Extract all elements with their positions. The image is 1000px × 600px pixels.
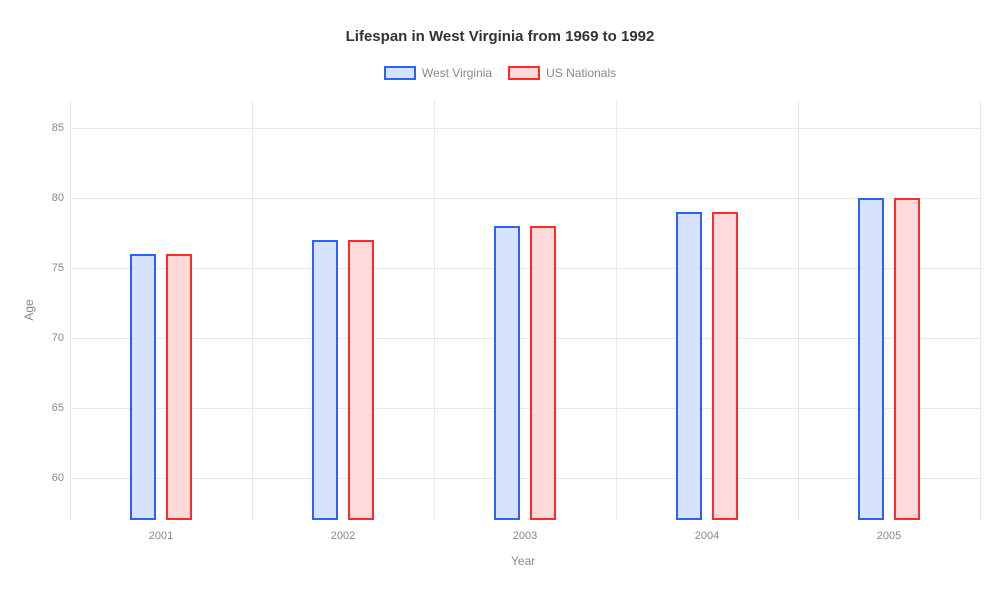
legend-swatch-west-virginia	[384, 66, 416, 80]
chart-title: Lifespan in West Virginia from 1969 to 1…	[0, 28, 1000, 45]
plot-area	[70, 100, 980, 520]
gridline	[616, 100, 617, 520]
y-tick-label: 60	[40, 472, 64, 484]
x-tick-label: 2003	[513, 530, 537, 542]
bar	[312, 240, 338, 520]
bar	[894, 198, 920, 520]
bar	[348, 240, 374, 520]
x-tick-label: 2002	[331, 530, 355, 542]
y-tick-label: 70	[40, 332, 64, 344]
legend-label-us-nationals: US Nationals	[546, 66, 616, 80]
gridline	[434, 100, 435, 520]
x-axis-label: Year	[511, 554, 535, 568]
gridline	[70, 100, 71, 520]
legend-item-us-nationals: US Nationals	[508, 66, 616, 80]
x-tick-label: 2004	[695, 530, 719, 542]
legend-swatch-us-nationals	[508, 66, 540, 80]
gridline	[70, 478, 980, 479]
gridline	[980, 100, 981, 520]
bar	[130, 254, 156, 520]
gridline	[70, 128, 980, 129]
gridline	[70, 338, 980, 339]
bar	[858, 198, 884, 520]
y-axis-label: Age	[22, 299, 36, 320]
y-tick-label: 75	[40, 262, 64, 274]
y-tick-label: 65	[40, 402, 64, 414]
bar	[676, 212, 702, 520]
gridline	[70, 268, 980, 269]
legend-label-west-virginia: West Virginia	[422, 66, 492, 80]
gridline	[70, 408, 980, 409]
bar	[712, 212, 738, 520]
bar	[494, 226, 520, 520]
gridline	[798, 100, 799, 520]
y-tick-label: 85	[40, 122, 64, 134]
y-tick-label: 80	[40, 192, 64, 204]
x-tick-label: 2005	[877, 530, 901, 542]
gridline	[252, 100, 253, 520]
bar	[530, 226, 556, 520]
legend: West Virginia US Nationals	[0, 66, 1000, 80]
legend-item-west-virginia: West Virginia	[384, 66, 492, 80]
gridline	[70, 198, 980, 199]
bar	[166, 254, 192, 520]
x-tick-label: 2001	[149, 530, 173, 542]
